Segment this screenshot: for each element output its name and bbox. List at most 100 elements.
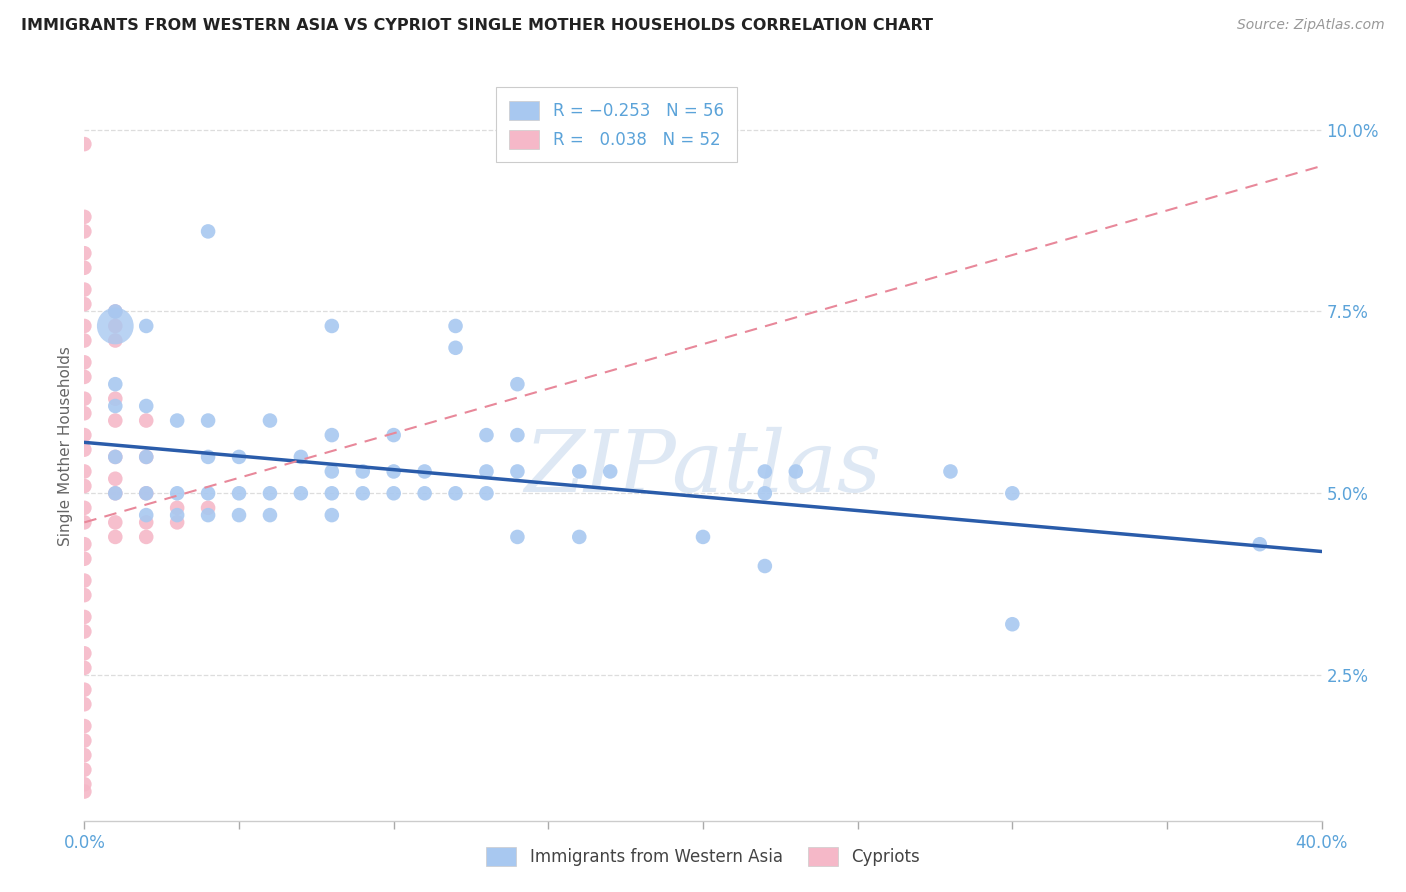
Point xyxy=(73,588,96,602)
Point xyxy=(73,682,96,697)
Point xyxy=(73,246,96,260)
Point xyxy=(197,450,219,464)
Point xyxy=(321,508,343,522)
Point xyxy=(73,784,96,798)
Point xyxy=(73,719,96,733)
Point xyxy=(321,318,343,333)
Point xyxy=(104,472,127,486)
Point xyxy=(413,486,436,500)
Point xyxy=(104,304,127,318)
Point xyxy=(506,428,529,442)
Point xyxy=(166,486,188,500)
Point xyxy=(197,413,219,427)
Point xyxy=(259,508,281,522)
Point xyxy=(135,516,157,530)
Text: ZIPatlas: ZIPatlas xyxy=(524,427,882,510)
Point xyxy=(506,377,529,392)
Y-axis label: Single Mother Households: Single Mother Households xyxy=(58,346,73,546)
Point xyxy=(166,500,188,515)
Point xyxy=(197,486,219,500)
Point xyxy=(104,450,127,464)
Point xyxy=(197,508,219,522)
Point xyxy=(290,486,312,500)
Point xyxy=(73,428,96,442)
Point xyxy=(382,465,405,479)
Point xyxy=(73,551,96,566)
Point xyxy=(135,530,157,544)
Point xyxy=(135,450,157,464)
Point xyxy=(1001,486,1024,500)
Point xyxy=(166,508,188,522)
Point xyxy=(135,318,157,333)
Point xyxy=(104,318,127,333)
Point xyxy=(135,450,157,464)
Point xyxy=(197,224,219,238)
Point xyxy=(73,318,96,333)
Point xyxy=(73,392,96,406)
Point xyxy=(73,334,96,348)
Point xyxy=(104,486,127,500)
Point xyxy=(73,500,96,515)
Point xyxy=(104,392,127,406)
Point xyxy=(73,646,96,660)
Point xyxy=(73,733,96,747)
Point xyxy=(166,516,188,530)
Point xyxy=(475,486,498,500)
Point xyxy=(73,574,96,588)
Point xyxy=(259,486,281,500)
Point xyxy=(73,210,96,224)
Point xyxy=(568,530,591,544)
Point xyxy=(104,304,127,318)
Point xyxy=(506,530,529,544)
Point xyxy=(568,465,591,479)
Point xyxy=(104,530,127,544)
Point xyxy=(104,377,127,392)
Point xyxy=(135,486,157,500)
Point xyxy=(73,777,96,791)
Point xyxy=(228,486,250,500)
Point xyxy=(1249,537,1271,551)
Point xyxy=(321,428,343,442)
Point xyxy=(197,500,219,515)
Legend: R = −0.253   N = 56, R =   0.038   N = 52: R = −0.253 N = 56, R = 0.038 N = 52 xyxy=(496,87,737,162)
Point xyxy=(73,406,96,420)
Point xyxy=(73,442,96,457)
Point xyxy=(73,698,96,712)
Point xyxy=(599,465,621,479)
Point xyxy=(382,486,405,500)
Point xyxy=(228,450,250,464)
Point xyxy=(104,318,127,333)
Point xyxy=(73,748,96,763)
Point xyxy=(135,399,157,413)
Point xyxy=(321,465,343,479)
Point xyxy=(73,537,96,551)
Point xyxy=(939,465,962,479)
Point xyxy=(754,559,776,574)
Point xyxy=(73,224,96,238)
Point xyxy=(104,516,127,530)
Point xyxy=(444,341,467,355)
Point xyxy=(73,260,96,275)
Point xyxy=(73,624,96,639)
Text: Source: ZipAtlas.com: Source: ZipAtlas.com xyxy=(1237,18,1385,32)
Point xyxy=(321,486,343,500)
Legend: Immigrants from Western Asia, Cypriots: Immigrants from Western Asia, Cypriots xyxy=(478,838,928,875)
Point xyxy=(73,610,96,624)
Point xyxy=(444,318,467,333)
Point xyxy=(73,370,96,384)
Point xyxy=(73,297,96,311)
Point xyxy=(290,450,312,464)
Point xyxy=(259,413,281,427)
Point xyxy=(104,413,127,427)
Point xyxy=(135,508,157,522)
Point xyxy=(73,479,96,493)
Point xyxy=(475,465,498,479)
Point xyxy=(352,486,374,500)
Point xyxy=(104,486,127,500)
Point xyxy=(135,413,157,427)
Point xyxy=(785,465,807,479)
Point xyxy=(73,516,96,530)
Point xyxy=(135,486,157,500)
Point xyxy=(104,334,127,348)
Point xyxy=(475,428,498,442)
